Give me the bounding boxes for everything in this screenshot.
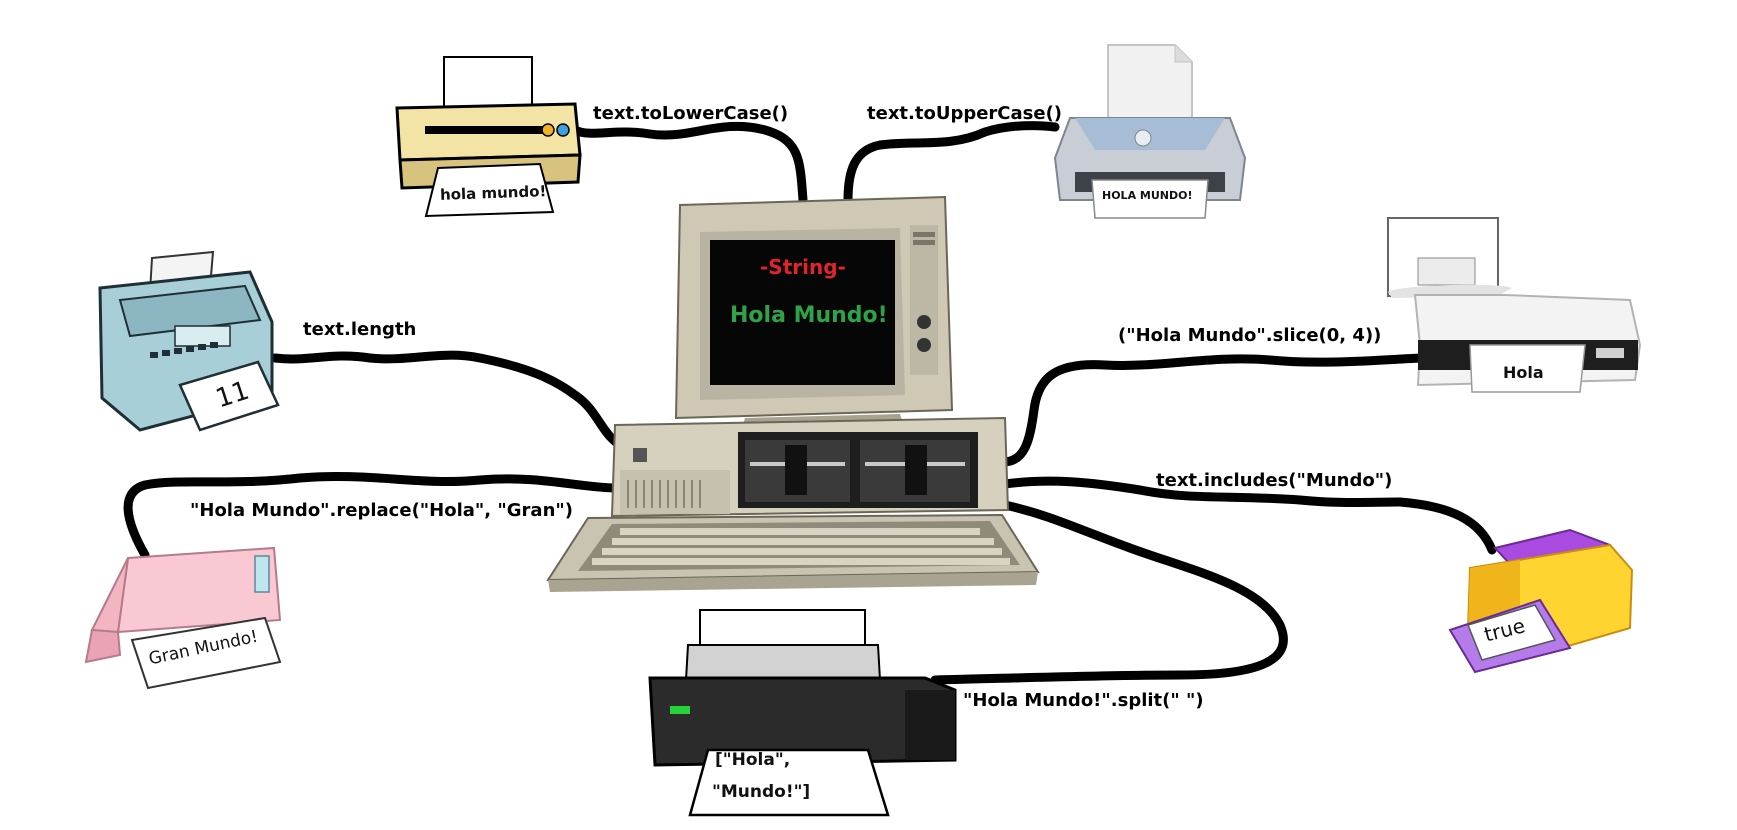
cable-replace: [123, 472, 623, 560]
printer-uppercase-icon: [1053, 44, 1247, 219]
cable-slice: [998, 353, 1425, 467]
printer-replace-icon: [84, 546, 282, 690]
label-replace: "Hola Mundo".replace("Hola", "Gran"): [190, 500, 573, 521]
output-uppercase: HOLA MUNDO!: [1102, 189, 1193, 202]
cable-split: [930, 500, 1288, 685]
printer-slice-icon: [1387, 217, 1642, 393]
printer-includes-icon: [1448, 528, 1634, 674]
screen-title: -String-: [760, 255, 846, 279]
printer-lowercase-icon: [395, 56, 582, 218]
output-split-line2: "Mundo!"]: [712, 782, 811, 802]
output-split-line1: ["Hola",: [715, 750, 791, 770]
cable-uppercase: [843, 121, 1060, 205]
screen-text: Hola Mundo!: [730, 303, 888, 328]
label-includes: text.includes("Mundo"): [1156, 470, 1393, 491]
computer-icon: [546, 195, 1040, 592]
label-uppercase: text.toUpperCase(): [867, 103, 1063, 124]
label-lowercase: text.toLowerCase(): [593, 103, 789, 124]
cable-includes: [1000, 476, 1497, 555]
cable-lowercase: [570, 121, 808, 205]
output-slice: Hola: [1503, 363, 1544, 382]
label-split: "Hola Mundo!".split(" "): [963, 690, 1204, 711]
label-slice: ("Hola Mundo".slice(0, 4)): [1118, 325, 1382, 346]
printer-length-icon: [98, 250, 280, 432]
printer-split-icon: [648, 609, 957, 817]
monitor-screen: [710, 240, 895, 385]
output-lowercase: hola mundo!: [439, 182, 547, 204]
cable-length: [270, 350, 630, 453]
label-length: text.length: [303, 319, 417, 340]
